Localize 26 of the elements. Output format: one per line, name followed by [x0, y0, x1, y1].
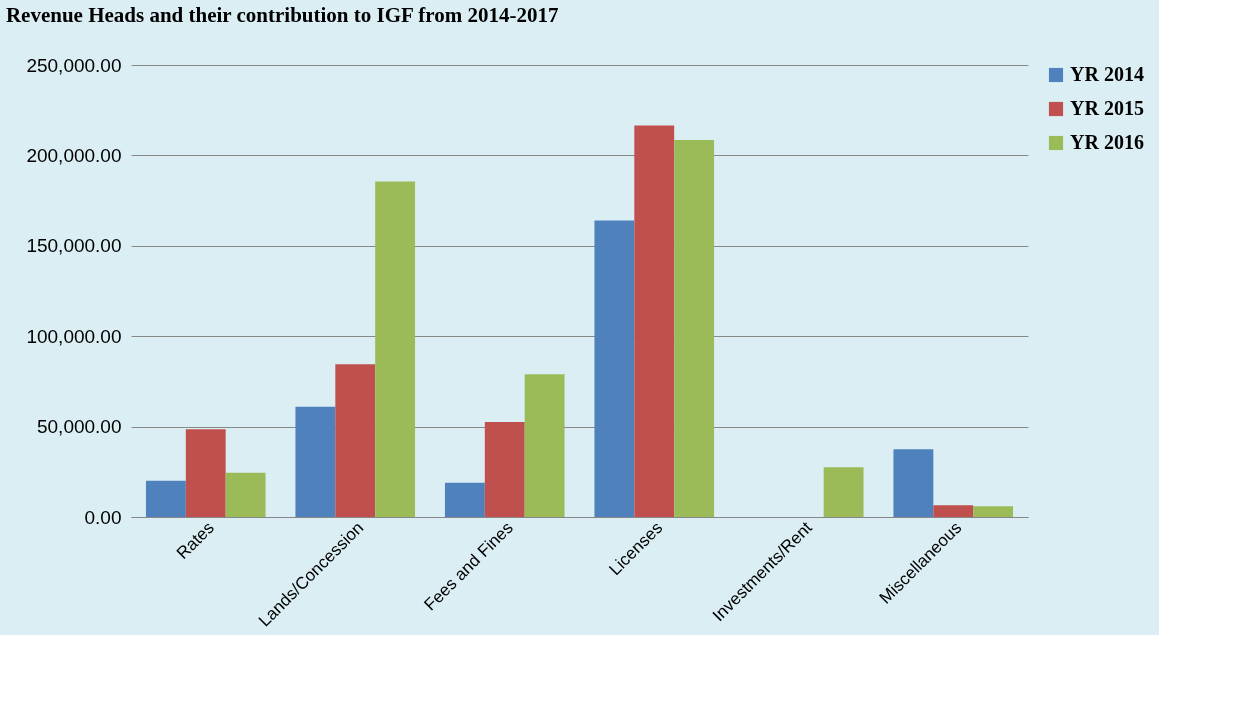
bar [295, 406, 336, 517]
y-tick-label: 150,000.00 [26, 235, 122, 257]
y-tick-label: 50,000.00 [36, 416, 122, 438]
bar [674, 140, 715, 517]
bar [973, 506, 1014, 517]
bar [524, 374, 565, 517]
bar [444, 482, 485, 517]
bar [225, 472, 266, 517]
bar [185, 429, 226, 517]
y-tick-label: 200,000.00 [26, 144, 122, 166]
bar [594, 220, 635, 517]
bar [484, 422, 525, 517]
bar [823, 467, 864, 517]
legend-label: YR 2016 [1070, 131, 1144, 153]
y-tick-label: 250,000.00 [26, 54, 122, 76]
bar [145, 480, 186, 517]
bar [335, 364, 376, 517]
bar [893, 449, 934, 517]
legend-label: YR 2014 [1070, 63, 1144, 85]
y-tick-label: 0.00 [84, 506, 122, 528]
legend-label: YR 2015 [1070, 97, 1144, 119]
y-tick-label: 100,000.00 [26, 325, 122, 347]
bar [933, 505, 974, 517]
bar [634, 125, 675, 517]
chart-title: Revenue Heads and their contribution to IGF from 2014-2017 [5, 3, 559, 27]
bar [375, 181, 416, 517]
